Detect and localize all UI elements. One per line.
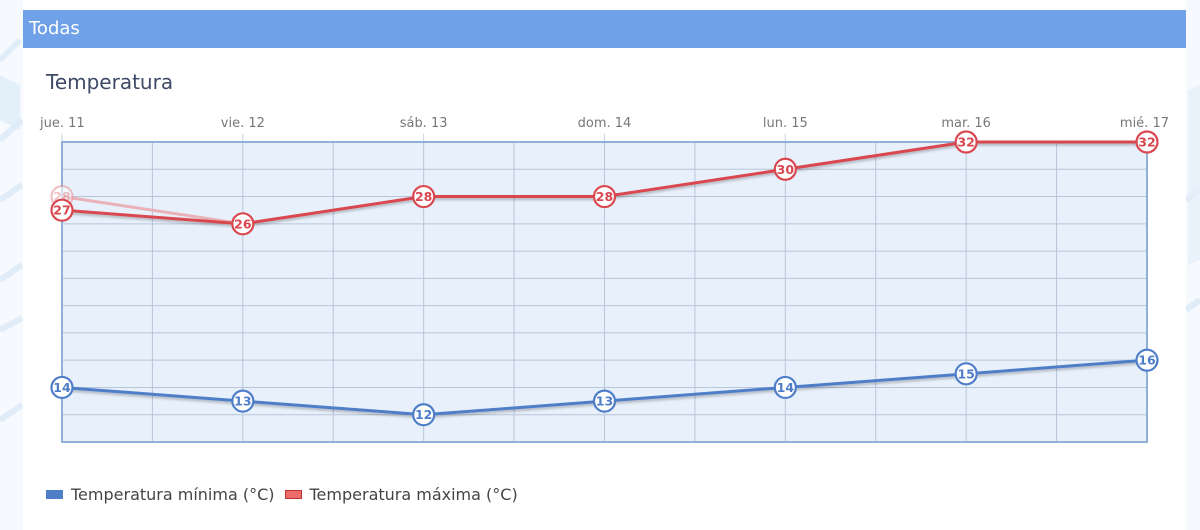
min-temp-point[interactable]: 14 [773,375,797,400]
svg-text:26: 26 [234,216,252,231]
svg-text:32: 32 [1138,135,1155,150]
min-temp-point[interactable]: 14 [50,375,74,400]
legend-swatch-max [284,489,302,499]
x-axis-label: lun. 15 [763,116,808,131]
max-temp-point[interactable]: 27 [50,198,74,222]
max-temp-point[interactable]: 32 [954,130,978,154]
section-header-title: Todas [29,18,80,39]
svg-text:14: 14 [777,380,795,395]
section-header: Todas [23,10,1186,48]
svg-text:15: 15 [957,366,974,381]
svg-text:32: 32 [957,135,974,150]
svg-text:27: 27 [53,203,70,218]
max-temp-point[interactable]: 28 [412,184,436,209]
max-temp-point[interactable]: 32 [1135,130,1159,154]
legend-label-max: Temperatura máxima (°C) [309,484,518,504]
min-temp-point[interactable]: 16 [1135,348,1159,372]
x-axis-label: vie. 12 [221,116,265,131]
legend-item-min[interactable]: Temperatura mínima (°C) [46,485,275,504]
x-axis-label: mar. 16 [941,116,991,131]
legend-swatch-min [46,489,63,499]
x-axis-label: jue. 11 [39,116,85,131]
min-temp-point[interactable]: 12 [412,403,436,427]
min-temp-point[interactable]: 13 [592,389,617,413]
legend-item-max[interactable]: Temperatura máxima (°C) [284,484,518,504]
svg-text:12: 12 [415,407,432,422]
x-axis-labels: jue. 11 vie. 12 sáb. 13 dom. 14 lun. 15 mar. … [39,116,1169,131]
x-axis-label: dom. 14 [578,116,632,131]
x-axis-label: mié. 17 [1120,116,1169,131]
chart-title: Temperatura [46,70,174,94]
min-temp-point[interactable]: 15 [954,362,978,386]
max-temp-point[interactable]: 30 [773,157,797,181]
svg-text:13: 13 [596,394,613,409]
svg-text:30: 30 [777,162,795,177]
max-temp-point[interactable]: 28 [592,184,617,209]
svg-text:28: 28 [596,189,613,204]
ghost-line [61,195,244,226]
plot-border [61,141,1148,443]
chart-legend: Temperatura mínima (°C) Temperatura máxi… [46,482,528,506]
max-temp-point[interactable]: 26 [231,212,255,236]
svg-text:28: 28 [415,189,432,204]
x-axis-label: sáb. 13 [400,116,448,131]
legend-label-min: Temperatura mínima (°C) [71,484,275,504]
min-temp-point[interactable]: 13 [231,389,255,413]
svg-text:13: 13 [234,394,251,409]
svg-text:14: 14 [53,380,71,395]
svg-text:16: 16 [1138,353,1156,368]
